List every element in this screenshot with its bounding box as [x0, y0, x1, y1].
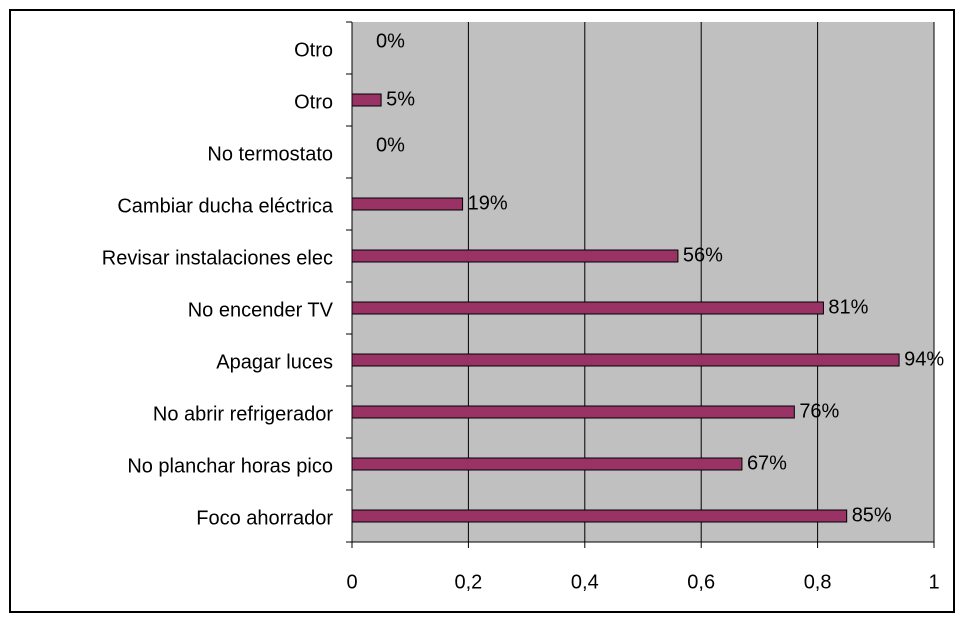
data-label: 94% [904, 348, 944, 370]
y-tick-label: No termostato [207, 143, 333, 165]
bar [351, 353, 900, 367]
data-label: 56% [683, 244, 723, 266]
y-tick-label: No planchar horas pico [127, 455, 333, 477]
data-label: 76% [799, 400, 839, 422]
y-tick-label: Revisar instalaciones elec [102, 247, 333, 269]
data-label: 67% [747, 452, 787, 474]
data-label: 0% [376, 134, 405, 156]
x-tick-label: 0,6 [687, 571, 715, 593]
bar [351, 509, 848, 523]
bar [351, 301, 824, 315]
y-tick-label: No abrir refrigerador [153, 403, 333, 425]
plot-area [352, 22, 934, 542]
x-tick-label: 0 [346, 571, 357, 593]
y-tick-label: Otro [294, 39, 333, 61]
bar [351, 93, 382, 107]
data-label: 85% [852, 504, 892, 526]
y-tick-label: Otro [294, 91, 333, 113]
bar [351, 197, 464, 211]
x-tick-label: 0,2 [454, 571, 482, 593]
y-tick-label: Foco ahorrador [196, 507, 333, 529]
bar [351, 457, 743, 471]
bar [351, 405, 795, 419]
data-label: 19% [468, 192, 508, 214]
y-tick-label: Apagar luces [216, 351, 333, 373]
data-label: 81% [828, 296, 868, 318]
x-tick-label: 0,8 [804, 571, 832, 593]
data-label: 0% [376, 30, 405, 52]
data-label: 5% [386, 88, 415, 110]
x-tick-label: 1 [928, 571, 939, 593]
x-tick-label: 0,4 [571, 571, 599, 593]
bar [351, 249, 679, 263]
y-tick-label: Cambiar ducha eléctrica [117, 195, 334, 217]
y-tick-label: No encender TV [188, 299, 334, 321]
